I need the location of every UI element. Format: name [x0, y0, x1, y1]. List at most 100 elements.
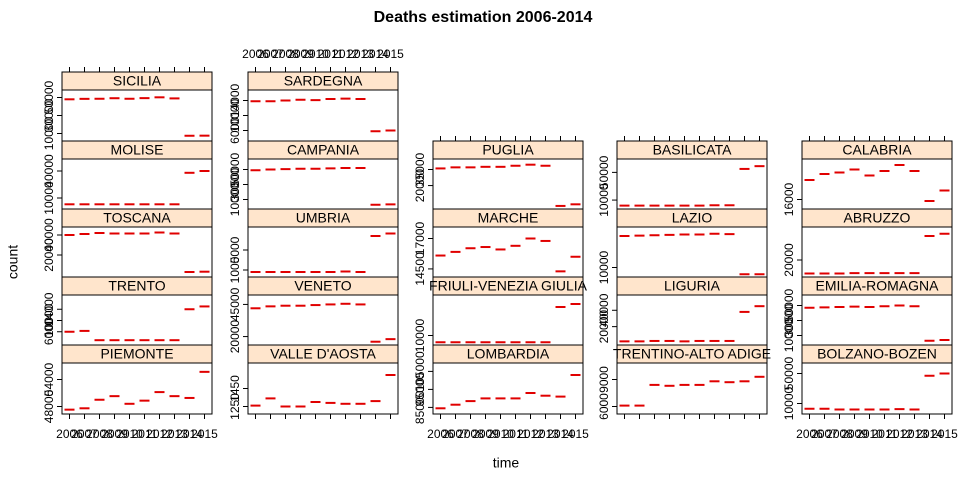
strip-label: VENETO: [294, 278, 351, 294]
x-tick-label: 2008: [826, 427, 853, 441]
strip-label: EMILIA-ROMAGNA: [816, 278, 940, 294]
x-tick-label: 2008: [457, 427, 484, 441]
y-tick-label: 14000: [42, 292, 56, 326]
y-tick-label: 1250: [228, 393, 242, 420]
y-tick-label: 10000: [597, 183, 611, 217]
strip-label: TOSCANA: [103, 210, 171, 226]
strip-label: PUGLIA: [482, 142, 534, 158]
strip-label: UMBRIA: [296, 210, 351, 226]
strip-label: CALABRIA: [842, 142, 912, 158]
x-tick-label: 2012: [886, 427, 913, 441]
y-tick-label: 5000: [228, 236, 242, 263]
x-tick-label: 2015: [931, 427, 958, 441]
x-tick-label: 2012: [146, 427, 173, 441]
x-tick-label: 2011: [318, 47, 344, 61]
strip-label: CAMPANIA: [287, 142, 360, 158]
x-tick-label: 2015: [377, 47, 404, 61]
y-tick-label: 1450: [228, 375, 242, 402]
y-tick-label: 20000: [42, 238, 56, 272]
strip-label: MOLISE: [111, 142, 164, 158]
strip-label: MARCHE: [478, 210, 539, 226]
y-tick-label: 10000: [597, 250, 611, 284]
y-tick-label: 20000: [782, 243, 796, 277]
y-axis-label: count: [5, 245, 21, 279]
y-tick-label: 14500: [413, 252, 427, 286]
y-tick-label: 6000: [42, 318, 56, 345]
x-tick-label: 2006: [796, 427, 823, 441]
x-tick-label: 2006: [427, 427, 454, 441]
x-tick-label: 2011: [872, 427, 898, 441]
x-tick-label: 2007: [811, 427, 838, 441]
strip-label: FRIULI-VENEZIA GIULIA: [429, 278, 588, 294]
y-tick-label: 40000: [42, 218, 56, 252]
y-tick-label: 54000: [42, 362, 56, 396]
x-tick-label: 2013: [347, 47, 374, 61]
y-tick-label: 30000: [42, 98, 56, 132]
x-tick-label: 2009: [472, 427, 499, 441]
panel: [61, 362, 213, 415]
y-tick-label: 40000: [597, 293, 611, 327]
y-tick-label: 48000: [42, 389, 56, 423]
y-tick-label: 50000: [782, 356, 796, 390]
x-tick-label: 2011: [132, 427, 158, 441]
x-tick-label: 2007: [257, 47, 284, 61]
x-tick-label: 2010: [856, 427, 883, 441]
y-tick-label: 20000: [228, 320, 242, 354]
x-tick-label: 2010: [302, 47, 329, 61]
y-tick-label: 30000: [782, 303, 796, 337]
strip-label: PIEMONTE: [100, 346, 173, 362]
y-tick-label: 10000: [413, 318, 427, 352]
x-tick-label: 2009: [287, 47, 314, 61]
x-tick-label: 2014: [362, 47, 389, 61]
x-tick-label: 2014: [916, 427, 943, 441]
y-tick-label: 10000: [42, 116, 56, 150]
y-tick-label: 50000: [597, 155, 611, 189]
y-tick-label: 6000: [597, 393, 611, 420]
y-tick-label: 17000: [413, 222, 427, 256]
y-tick-label: 6000: [228, 117, 242, 144]
y-tick-label: 30000: [228, 167, 242, 201]
strip-label: SARDEGNA: [284, 73, 363, 89]
y-tick-label: 40000: [42, 154, 56, 188]
x-tick-label: 2013: [901, 427, 928, 441]
x-tick-label: 2012: [517, 427, 544, 441]
y-tick-label: 50000: [228, 152, 242, 186]
x-tick-label: 2011: [503, 427, 529, 441]
x-tick-label: 2015: [562, 427, 589, 441]
strip-label: TRENTINO-ALTO ADIGE: [613, 346, 771, 362]
y-tick-label: 10000: [42, 303, 56, 337]
x-tick-label: 2006: [56, 427, 83, 441]
strip-label: BOLZANO-BOZEN: [817, 346, 937, 362]
panel: [801, 362, 953, 415]
x-tick-label: 2014: [547, 427, 574, 441]
strip-label: LAZIO: [672, 210, 713, 226]
y-tick-label: 105000: [413, 351, 427, 391]
strip-label: VALLE D'AOSTA: [270, 346, 376, 362]
x-tick-label: 2007: [442, 427, 469, 441]
strip-label: ABRUZZO: [844, 210, 911, 226]
x-axis-label: time: [493, 455, 520, 471]
chart-title: Deaths estimation 2006-2014: [374, 9, 593, 26]
strip-label: BASILICATA: [653, 142, 733, 158]
y-tick-label: 1000: [228, 256, 242, 283]
y-tick-label: 10000: [42, 181, 56, 215]
y-tick-label: 9000: [597, 366, 611, 393]
x-tick-label: 2015: [191, 427, 218, 441]
y-tick-label: 20000: [597, 310, 611, 344]
y-tick-label: 10000: [228, 182, 242, 216]
x-tick-label: 2008: [86, 427, 113, 441]
x-tick-label: 2010: [116, 427, 143, 441]
y-tick-label: 20000: [413, 169, 427, 203]
y-tick-label: 14000: [228, 83, 242, 117]
strip-label: TRENTO: [108, 278, 165, 294]
x-tick-label: 2008: [272, 47, 299, 61]
y-tick-label: 45000: [228, 287, 242, 321]
strip-label: LIGURIA: [664, 278, 721, 294]
x-tick-label: 2009: [841, 427, 868, 441]
y-tick-label: 16000: [782, 182, 796, 216]
panel: [432, 362, 584, 415]
x-tick-label: 2006: [242, 47, 269, 61]
x-tick-label: 2007: [71, 427, 98, 441]
x-tick-label: 2013: [161, 427, 188, 441]
